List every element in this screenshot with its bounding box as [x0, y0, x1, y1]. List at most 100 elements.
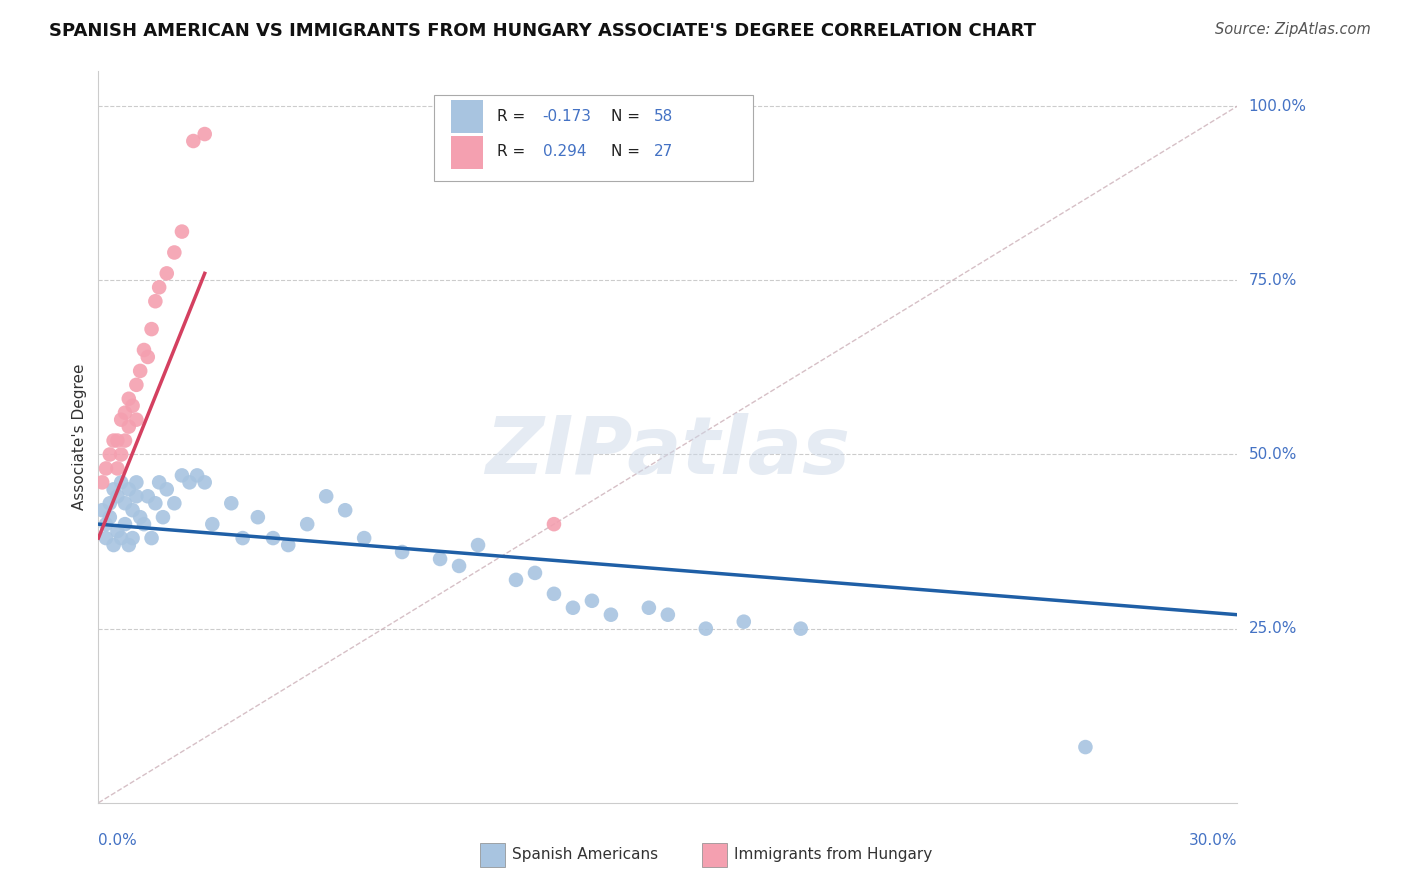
Point [121, 503, 143, 517]
Point [145, 294, 167, 309]
Point [524, 566, 547, 580]
Point [695, 622, 717, 636]
Point [297, 517, 319, 532]
Point [581, 594, 603, 608]
Point [103, 538, 125, 552]
FancyBboxPatch shape [451, 100, 484, 133]
Point [194, 127, 217, 141]
Point [562, 600, 585, 615]
FancyBboxPatch shape [434, 95, 754, 181]
Point [136, 489, 159, 503]
Point [733, 615, 755, 629]
Point [156, 266, 179, 280]
Text: 50.0%: 50.0% [1249, 447, 1296, 462]
Point [148, 280, 170, 294]
Point [152, 510, 174, 524]
Point [232, 531, 254, 545]
Point [107, 489, 129, 503]
Point [114, 496, 136, 510]
Point [114, 517, 136, 532]
Point [1074, 740, 1097, 755]
Y-axis label: Associate's Degree: Associate's Degree [72, 364, 87, 510]
Point [114, 434, 136, 448]
Point [110, 531, 132, 545]
Point [353, 531, 375, 545]
Point [429, 552, 451, 566]
Point [114, 406, 136, 420]
Point [136, 350, 159, 364]
Point [107, 434, 129, 448]
Point [163, 245, 186, 260]
Point [391, 545, 413, 559]
Text: 25.0%: 25.0% [1249, 621, 1296, 636]
Point [94, 517, 117, 532]
Point [543, 587, 565, 601]
Point [129, 510, 152, 524]
Point [221, 496, 243, 510]
Text: Immigrants from Hungary: Immigrants from Hungary [734, 847, 932, 862]
Point [600, 607, 623, 622]
Point [94, 461, 117, 475]
Point [505, 573, 527, 587]
Point [145, 496, 167, 510]
Point [790, 622, 813, 636]
Point [132, 343, 155, 357]
Text: R =: R = [498, 145, 530, 160]
Text: 100.0%: 100.0% [1249, 99, 1306, 113]
Point [118, 483, 141, 497]
Text: 75.0%: 75.0% [1249, 273, 1296, 288]
Text: ZIPatlas: ZIPatlas [485, 413, 851, 491]
Text: 27: 27 [654, 145, 673, 160]
Point [94, 531, 117, 545]
Point [110, 475, 132, 490]
Point [467, 538, 489, 552]
Point [125, 377, 148, 392]
Point [118, 419, 141, 434]
Point [125, 475, 148, 490]
Point [125, 489, 148, 503]
Point [201, 517, 224, 532]
Point [107, 461, 129, 475]
Text: 0.0%: 0.0% [98, 833, 138, 848]
Point [121, 399, 143, 413]
Point [118, 538, 141, 552]
Text: N =: N = [610, 109, 645, 124]
Text: 30.0%: 30.0% [1189, 833, 1237, 848]
Point [98, 510, 121, 524]
Point [141, 531, 163, 545]
Point [156, 483, 179, 497]
Text: R =: R = [498, 109, 530, 124]
Point [110, 412, 132, 426]
Point [141, 322, 163, 336]
Point [183, 134, 205, 148]
Text: Spanish Americans: Spanish Americans [512, 847, 658, 862]
Point [638, 600, 661, 615]
Point [121, 531, 143, 545]
Point [107, 524, 129, 538]
Point [194, 475, 217, 490]
Point [98, 496, 121, 510]
Point [170, 225, 193, 239]
Text: SPANISH AMERICAN VS IMMIGRANTS FROM HUNGARY ASSOCIATE'S DEGREE CORRELATION CHART: SPANISH AMERICAN VS IMMIGRANTS FROM HUNG… [49, 22, 1036, 40]
Point [315, 489, 337, 503]
FancyBboxPatch shape [479, 843, 505, 867]
Point [148, 475, 170, 490]
FancyBboxPatch shape [451, 136, 484, 169]
Point [335, 503, 357, 517]
Point [91, 503, 114, 517]
Text: Source: ZipAtlas.com: Source: ZipAtlas.com [1215, 22, 1371, 37]
Text: 58: 58 [654, 109, 673, 124]
FancyBboxPatch shape [702, 843, 727, 867]
Point [125, 412, 148, 426]
Point [186, 468, 208, 483]
Point [262, 531, 284, 545]
Point [449, 558, 471, 573]
Text: N =: N = [610, 145, 645, 160]
Point [277, 538, 299, 552]
Point [129, 364, 152, 378]
Point [118, 392, 141, 406]
Point [543, 517, 565, 532]
Point [110, 448, 132, 462]
Text: 0.294: 0.294 [543, 145, 586, 160]
Point [246, 510, 269, 524]
